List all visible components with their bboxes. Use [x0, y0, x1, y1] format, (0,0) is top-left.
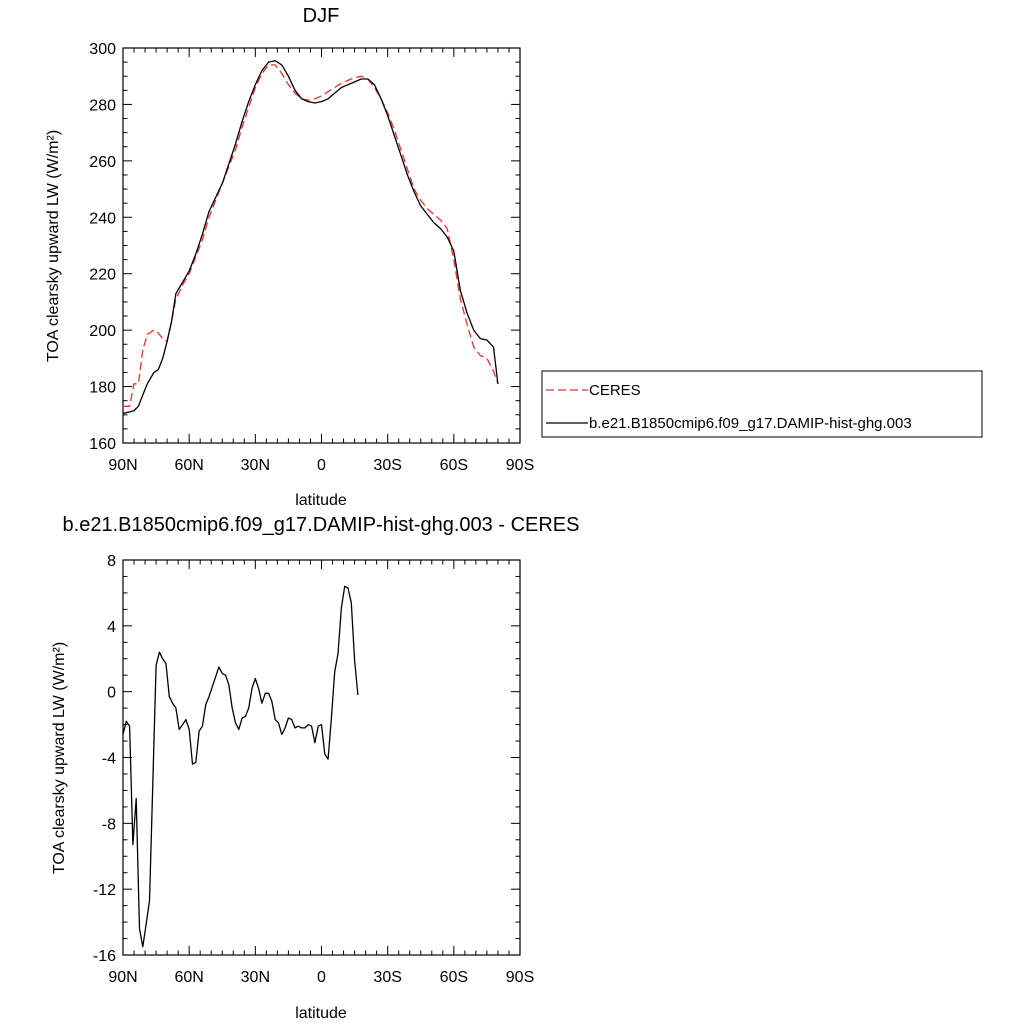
- bottom-x-axis-label: latitude: [295, 1005, 347, 1022]
- bottom-ticks: 90N 60N 30N 0 30S 60S 90S -16 -12 -8 -4 0 4 8: [93, 553, 534, 986]
- bottom-y-tick-label: 4: [107, 619, 116, 636]
- top-y-tick-label: 180: [89, 380, 116, 397]
- top-y-axis-label: TOA clearsky upward LW (W/m²): [45, 130, 62, 362]
- bottom-x-tick-label: 90N: [108, 969, 137, 986]
- bottom-x-tick-label: 60S: [440, 969, 468, 986]
- bottom-y-tick-label: -12: [93, 882, 116, 899]
- top-x-tick-label: 60S: [440, 457, 468, 474]
- top-x-tick-label: 30S: [373, 457, 401, 474]
- top-plot-frame: [122, 47, 521, 444]
- top-series-line-1: [122, 60, 499, 415]
- top-chart-title: DJF: [303, 5, 340, 27]
- bottom-y-tick-label: 0: [107, 685, 116, 702]
- bottom-x-tick-label: 60N: [174, 969, 203, 986]
- bottom-series-line-0: [122, 585, 359, 948]
- bottom-y-tick-label: -4: [102, 751, 116, 768]
- top-x-tick-label: 60N: [174, 457, 203, 474]
- bottom-plot-frame: [122, 559, 521, 956]
- bottom-x-tick-label: 30S: [373, 969, 401, 986]
- bottom-chart-title: b.e21.B1850cmip6.f09_g17.DAMIP-hist-ghg.…: [63, 514, 580, 536]
- bottom-y-axis-label: TOA clearsky upward LW (W/m²): [51, 642, 68, 874]
- bottom-y-tick-label: 8: [107, 553, 116, 570]
- top-x-tick-label: 0: [317, 457, 326, 474]
- bottom-series: [122, 585, 359, 948]
- top-y-tick-label: 300: [89, 41, 116, 58]
- bottom-x-tick-label: 90S: [506, 969, 534, 986]
- top-y-tick-label: 160: [89, 436, 116, 453]
- legend-label-ceres: CERES: [589, 382, 641, 399]
- top-y-tick-label: 240: [89, 210, 116, 227]
- top-x-tick-label: 90N: [108, 457, 137, 474]
- top-x-tick-label: 90S: [506, 457, 534, 474]
- bottom-y-tick-label: -16: [93, 948, 116, 965]
- top-panel: DJF 90N 60N 30N 0 30S 60S 90S 160 180 200 220 240 26…: [45, 5, 983, 509]
- bottom-x-tick-label: 30N: [241, 969, 270, 986]
- top-y-tick-label: 260: [89, 154, 116, 171]
- top-series-line-0: [123, 64, 499, 407]
- top-x-axis-label: latitude: [295, 492, 347, 509]
- legend-label-model: b.e21.B1850cmip6.f09_g17.DAMIP-hist-ghg.…: [589, 415, 912, 432]
- top-series: [122, 60, 499, 415]
- top-x-tick-label: 30N: [241, 457, 270, 474]
- top-y-tick-label: 280: [89, 97, 116, 114]
- legend: CERES b.e21.B1850cmip6.f09_g17.DAMIP-his…: [541, 370, 983, 438]
- top-y-tick-label: 220: [89, 267, 116, 284]
- legend-box: [541, 370, 983, 438]
- bottom-panel: b.e21.B1850cmip6.f09_g17.DAMIP-hist-ghg.…: [51, 514, 579, 1022]
- top-y-tick-label: 200: [89, 323, 116, 340]
- bottom-y-tick-label: -8: [102, 816, 116, 833]
- top-ticks: 90N 60N 30N 0 30S 60S 90S 160 180 200 220 240 260 280…: [89, 41, 534, 474]
- bottom-x-tick-label: 0: [317, 969, 326, 986]
